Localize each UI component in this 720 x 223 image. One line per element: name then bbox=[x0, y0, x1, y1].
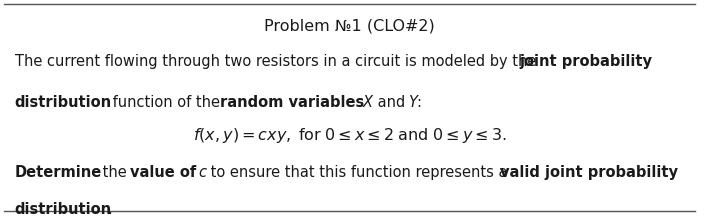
Text: function of the: function of the bbox=[108, 95, 225, 110]
Text: random variables: random variables bbox=[220, 95, 369, 110]
Text: distribution: distribution bbox=[14, 202, 112, 217]
Text: valid joint probability: valid joint probability bbox=[500, 165, 678, 180]
Text: the: the bbox=[98, 165, 132, 180]
Text: Problem №1 (CLO#2): Problem №1 (CLO#2) bbox=[264, 19, 435, 34]
Text: distribution: distribution bbox=[14, 95, 112, 110]
Text: The current flowing through two resistors in a circuit is modeled by the: The current flowing through two resistor… bbox=[14, 54, 541, 69]
Text: to ensure that this function represents a: to ensure that this function represents … bbox=[207, 165, 513, 180]
Text: joint probability: joint probability bbox=[519, 54, 652, 69]
Text: X: X bbox=[363, 95, 373, 110]
Text: value of: value of bbox=[130, 165, 202, 180]
Text: $f(x, y) = cxy,$$\;$$\mathrm{for}\;0 \leq x \leq 2\;\mathrm{and}\;0 \leq y \leq : $f(x, y) = cxy,$$\;$$\mathrm{for}\;0 \le… bbox=[193, 126, 507, 145]
Text: :: : bbox=[417, 95, 422, 110]
Text: and: and bbox=[373, 95, 410, 110]
Text: c: c bbox=[199, 165, 207, 180]
Text: Determine: Determine bbox=[14, 165, 102, 180]
Text: Y: Y bbox=[408, 95, 417, 110]
Text: .: . bbox=[108, 202, 112, 217]
